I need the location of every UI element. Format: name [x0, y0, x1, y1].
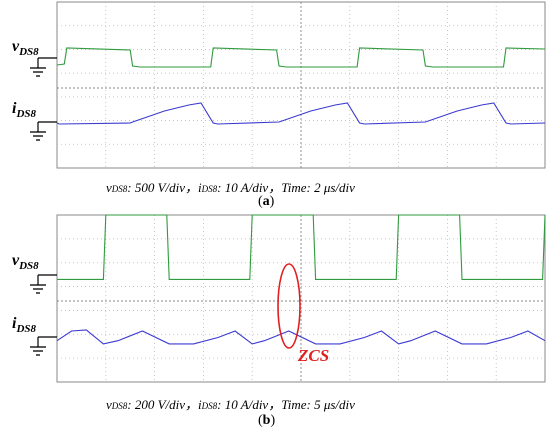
vds8-trace	[57, 214, 546, 280]
scope-panel-a	[30, 1, 546, 169]
ground-icon	[30, 57, 57, 77]
caption-b: vDS8: 200 V/div，iDS8: 10 A/div，Time: 5 μ…	[106, 397, 355, 412]
scope-panel-b	[30, 214, 546, 383]
ground-icon	[30, 336, 57, 356]
ids8-label-b: iDS8	[12, 315, 37, 336]
zcs-highlight-ellipse	[277, 263, 301, 349]
vds8-label-b: vDS8	[12, 252, 39, 273]
subfigure-label-b: (b)	[258, 413, 276, 428]
caption-a: vDS8: 500 V/div，iDS8: 10 A/div，Time: 2 μ…	[106, 180, 355, 195]
vds8-trace	[56, 47, 546, 68]
zcs-annotation: ZCS	[298, 346, 330, 365]
ids8-label-a: iDS8	[12, 100, 37, 121]
ground-icon	[30, 274, 57, 294]
subfigure-label-a: (a)	[258, 194, 275, 209]
ids8-trace	[56, 102, 546, 125]
ground-icon	[30, 121, 57, 141]
ids8-trace	[56, 329, 546, 345]
vds8-label-a: vDS8	[12, 38, 39, 59]
